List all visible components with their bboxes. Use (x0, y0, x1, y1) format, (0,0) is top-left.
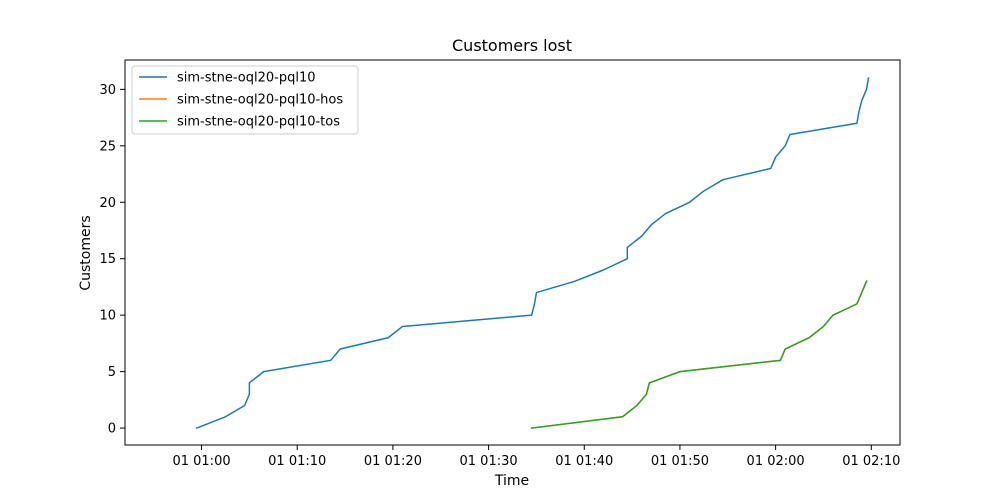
y-axis: 0 5 10 15 20 25 30 (99, 83, 125, 437)
y-tick-label: 15 (99, 252, 116, 267)
legend-box (131, 65, 359, 135)
y-tick-label: 30 (99, 83, 116, 98)
x-tick-label: 01 02:10 (842, 454, 900, 469)
x-tick-label: 01 02:00 (747, 454, 805, 469)
y-axis-label: Customers (78, 215, 94, 290)
x-axis: 01 01:00 01 01:10 01 01:20 01 01:30 01 01:40… (172, 445, 900, 469)
y-tick-label: 20 (99, 196, 116, 211)
x-axis-label: Time (494, 473, 529, 489)
series-line-0 (195, 77, 870, 430)
x-tick-label: 01 01:20 (364, 454, 422, 469)
y-tick-label: 10 (99, 309, 116, 324)
legend-label-0: sim-stne-oql20-pql10 (177, 71, 316, 86)
legend-items: sim-stne-oql20-pql10 sim-stne-oql20-pql10… (139, 71, 343, 130)
x-tick-label: 01 01:50 (651, 454, 709, 469)
x-tick-label: 01 01:10 (268, 454, 326, 469)
legend-label-1: sim-stne-oql20-pql10-hos (177, 93, 343, 108)
y-tick-label: 5 (108, 365, 116, 380)
series-line-2 (530, 280, 868, 429)
y-tick-label: 25 (99, 139, 116, 154)
x-tick-label: 01 01:30 (460, 454, 518, 469)
legend: sim-stne-oql20-pql10 sim-stne-oql20-pql10… (131, 65, 359, 135)
chart-title: Customers lost (452, 36, 572, 55)
plot-lines (195, 77, 870, 430)
x-tick-label: 01 01:00 (172, 454, 230, 469)
legend-label-2: sim-stne-oql20-pql10-tos (177, 115, 340, 130)
y-tick-label: 0 (108, 422, 116, 437)
plot-frame (124, 59, 901, 446)
x-tick-label: 01 01:40 (555, 454, 613, 469)
